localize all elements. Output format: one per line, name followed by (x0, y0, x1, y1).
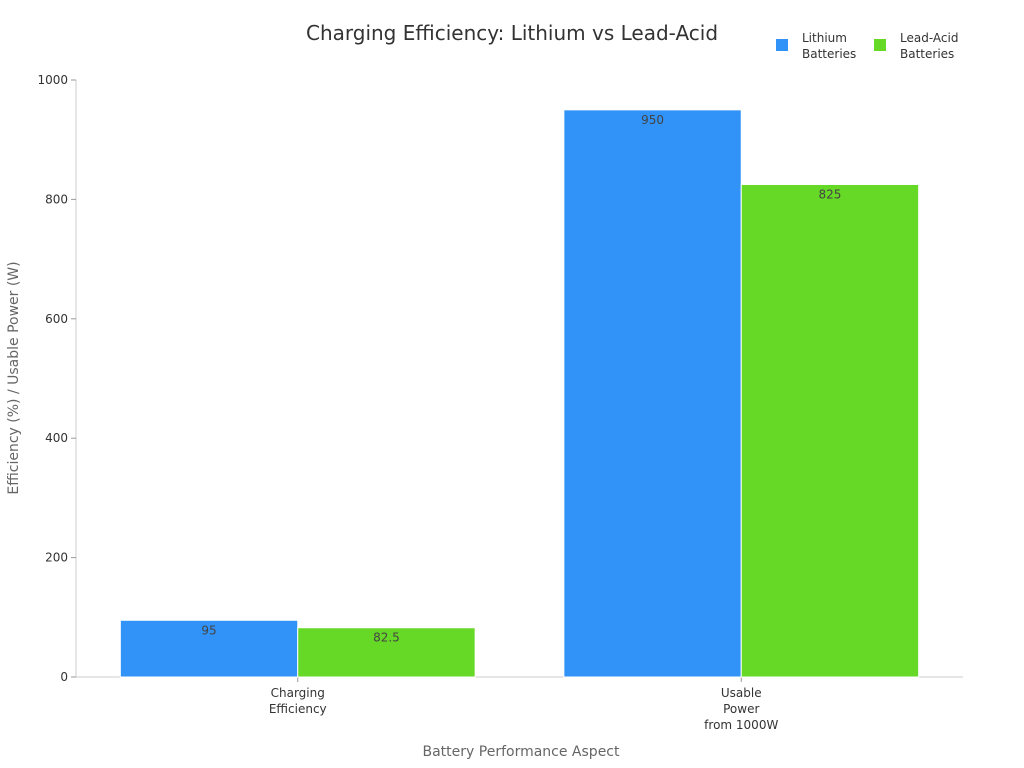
x-tick-label-line: Power (723, 702, 759, 716)
y-tick-label: 1000 (37, 73, 68, 87)
data-label: 95 (201, 623, 216, 637)
y-axis: 0 200 400 600 800 1000 (37, 73, 77, 684)
y-tick-label: 400 (45, 431, 68, 445)
data-label: 950 (641, 113, 664, 127)
y-tick-label: 200 (45, 551, 68, 565)
legend-entry-line: Lithium (802, 31, 847, 45)
x-tick-label: Usable Power from 1000W (704, 686, 778, 732)
y-tick-label: 800 (45, 192, 68, 206)
x-tick-label-line: from 1000W (704, 718, 778, 732)
y-axis-label: Efficiency (%) / Usable Power (W) (6, 261, 22, 494)
bar (740, 183, 920, 678)
data-label: 82.5 (373, 631, 400, 645)
bars: 95 82.5 950 825 (119, 109, 920, 678)
x-tick-label: Charging Efficiency (269, 686, 327, 716)
x-tick-label-line: Efficiency (269, 702, 327, 716)
legend-entry-line: Batteries (802, 47, 856, 61)
legend-entry: Lead-Acid Batteries (900, 31, 958, 61)
legend-entry-line: Batteries (900, 47, 954, 61)
y-tick-label: 0 (60, 670, 68, 684)
y-tick-label: 600 (45, 312, 68, 326)
x-tick-label-line: Usable (721, 686, 762, 700)
x-axis-label: Battery Performance Aspect (423, 744, 621, 760)
x-axis: Charging Efficiency Usable Power from 1000W (76, 676, 963, 732)
legend-entry-line: Lead-Acid (900, 31, 958, 45)
bar (297, 627, 476, 678)
legend-swatch (874, 39, 886, 51)
legend-swatch (776, 39, 788, 51)
legend-entry: Lithium Batteries (802, 31, 856, 61)
legend: Lithium Batteries Lead-Acid Batteries (776, 31, 958, 61)
x-tick-label-line: Charging (271, 686, 325, 700)
data-label: 825 (818, 187, 841, 201)
chart-title: Charging Efficiency: Lithium vs Lead-Aci… (306, 21, 718, 45)
bar (563, 109, 742, 678)
